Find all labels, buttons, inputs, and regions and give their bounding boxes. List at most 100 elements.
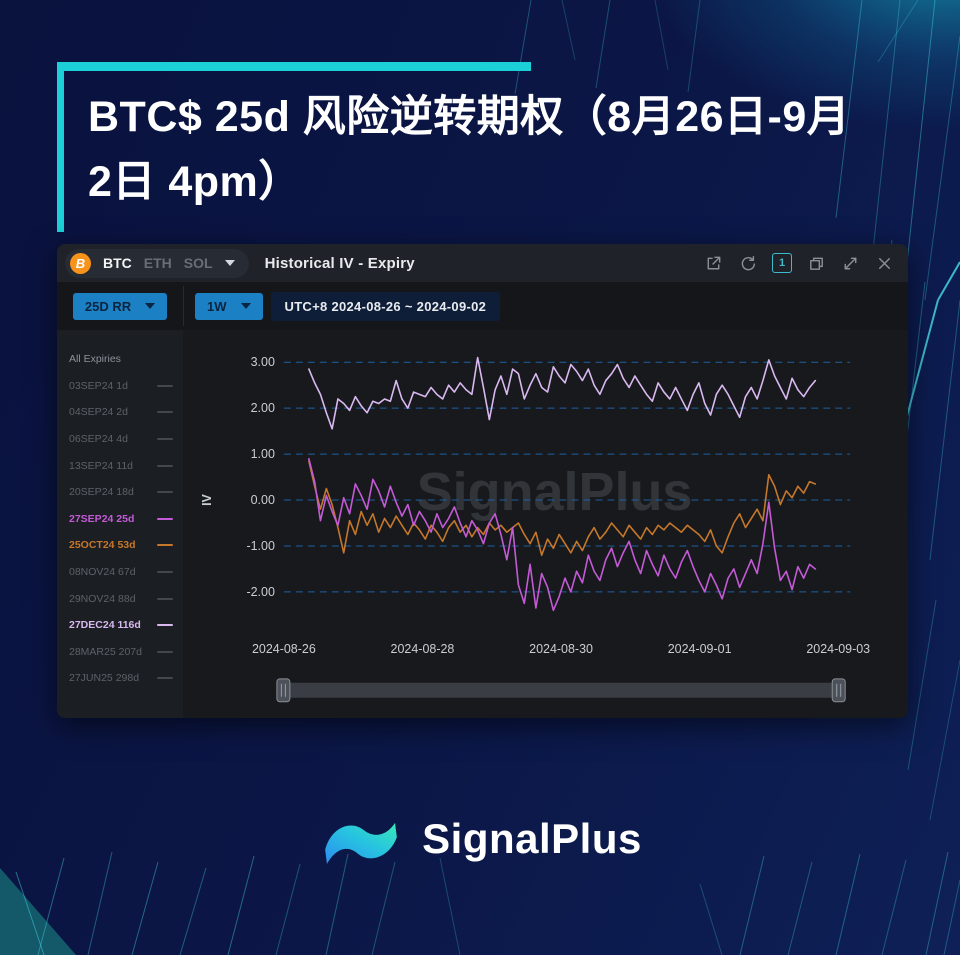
expiry-item-29nov24-88d[interactable]: 29NOV24 88d — [57, 585, 183, 612]
footer-brand-text: SignalPlus — [422, 815, 642, 862]
expiry-item-08nov24-67d[interactable]: 08NOV24 67d — [57, 559, 183, 586]
expiry-item-all-expiries[interactable]: All Expiries — [57, 346, 183, 373]
decor-line — [37, 857, 65, 955]
slider-handle-right[interactable] — [831, 678, 846, 703]
page-title-block: BTC$ 25d 风险逆转期权（8月26日-9月2日 4pm） — [57, 62, 873, 232]
expiry-series-dash — [156, 597, 173, 600]
share-icon[interactable] — [704, 254, 723, 273]
expiry-item-04sep24-2d[interactable]: 04SEP24 2d — [57, 399, 183, 426]
expiry-item-06sep24-4d[interactable]: 06SEP24 4d — [57, 426, 183, 453]
expiry-item-20sep24-18d[interactable]: 20SEP24 18d — [57, 479, 183, 506]
series-line-25oct24-53d — [307, 460, 817, 556]
expiry-item-27jun25-298d[interactable]: 27JUN25 298d — [57, 665, 183, 692]
decor-line — [439, 857, 461, 955]
decor-line — [835, 853, 861, 955]
duplicate-icon[interactable] — [807, 254, 826, 273]
decor-line — [275, 863, 301, 955]
expiry-series-dash — [156, 677, 173, 680]
decor-line — [325, 853, 349, 955]
chevron-down-icon — [240, 303, 251, 309]
x-tick-label: 2024-08-26 — [252, 642, 316, 656]
widget-title: Historical IV - Expiry — [264, 254, 415, 272]
decor-line — [371, 861, 396, 955]
decor-line — [227, 855, 255, 955]
expiry-label: 27SEP24 25d — [69, 512, 135, 525]
expiry-label: 03SEP24 1d — [69, 379, 128, 392]
decor-line — [929, 299, 960, 561]
metric-label: 25D RR — [84, 298, 132, 314]
decor-line — [907, 599, 937, 771]
expiry-item-03sep24-1d[interactable]: 03SEP24 1d — [57, 373, 183, 400]
expiry-series-dash — [156, 650, 173, 653]
decor-line — [937, 261, 960, 301]
range-slider-track[interactable] — [283, 682, 839, 698]
expiry-label: 20SEP24 18d — [69, 486, 134, 499]
decor-line — [179, 867, 207, 955]
decor-line — [699, 883, 723, 955]
y-tick-label: 0.00 — [250, 493, 274, 507]
expiry-sidebar: All Expiries 03SEP24 1d 04SEP24 2d 06SEP24 … — [57, 330, 183, 718]
asset-tab-eth[interactable]: ETH — [143, 255, 172, 271]
asset-tab-btc[interactable]: BTC — [103, 255, 132, 271]
page-title: BTC$ 25d 风险逆转期权（8月26日-9月2日 4pm） — [57, 71, 873, 232]
metric-dropdown[interactable]: 25D RR — [72, 292, 168, 320]
refresh-icon[interactable] — [738, 254, 757, 273]
signalplus-logo-icon — [325, 822, 397, 865]
iv-chart: SignalPlus 3.00 2.00 1.00 0.00 -1.00 -2.00 IV 20… — [200, 355, 870, 703]
decor-line — [595, 0, 611, 89]
expiry-item-28mar25-207d[interactable]: 28MAR25 207d — [57, 639, 183, 666]
toolbar-divider — [183, 286, 184, 326]
expiry-series-dash — [156, 491, 173, 494]
expiry-series-dash — [156, 517, 173, 520]
chart-widget: B BTC ETH SOL Historical IV - Expiry 1 — [57, 244, 908, 718]
slider-handle-left[interactable] — [276, 678, 291, 703]
expiry-series-dash — [156, 411, 173, 414]
period-label: 1W — [207, 298, 227, 314]
close-icon[interactable] — [875, 254, 894, 273]
period-dropdown[interactable]: 1W — [195, 292, 263, 320]
chevron-down-icon — [224, 260, 235, 266]
expiry-label: 25OCT24 53d — [69, 539, 136, 552]
expiry-label: 27JUN25 298d — [69, 672, 140, 685]
expiry-series-dash — [156, 571, 173, 574]
corner-triangle — [0, 868, 76, 955]
x-tick-label: 2024-09-01 — [668, 642, 732, 656]
x-tick-label: 2024-08-28 — [390, 642, 454, 656]
decor-line — [835, 0, 863, 219]
y-tick-label: 2.00 — [250, 401, 274, 415]
decor-line — [131, 861, 159, 955]
decor-line — [877, 0, 919, 63]
decor-line — [687, 0, 701, 93]
expiry-item-27dec24-116d[interactable]: 27DEC24 116d — [57, 612, 183, 639]
decor-line — [924, 35, 960, 301]
y-axis-label: IV — [200, 493, 214, 505]
expiry-label: 13SEP24 11d — [69, 459, 134, 472]
date-range-display[interactable]: UTC+8 2024-08-26 ~ 2024-09-02 — [270, 291, 501, 321]
decor-line — [871, 0, 901, 261]
chevron-down-icon — [145, 303, 156, 309]
expiry-item-13sep24-11d[interactable]: 13SEP24 11d — [57, 452, 183, 479]
expiry-label: All Expiries — [69, 353, 121, 366]
asset-tab-sol[interactable]: SOL — [183, 255, 213, 271]
expiry-series-dash — [156, 624, 173, 627]
expiry-label: 28MAR25 207d — [69, 645, 142, 658]
expiry-series-dash — [156, 438, 173, 441]
watermark: SignalPlus — [417, 462, 693, 522]
decor-line — [561, 0, 576, 61]
asset-selector[interactable]: B BTC ETH SOL — [65, 248, 249, 278]
expiry-label: 08NOV24 67d — [69, 566, 136, 579]
expiry-label: 29NOV24 88d — [69, 592, 136, 605]
decor-line — [904, 0, 936, 283]
decor-line — [787, 861, 813, 955]
window-count-badge[interactable]: 1 — [772, 253, 792, 273]
expiry-series-dash — [156, 464, 173, 467]
series-line-27sep24-25d — [307, 457, 817, 612]
decor-line — [654, 0, 669, 71]
expiry-item-25oct24-53d[interactable]: 25OCT24 53d — [57, 532, 183, 559]
fullscreen-icon[interactable] — [841, 254, 860, 273]
decor-line — [87, 851, 113, 955]
widget-header: B BTC ETH SOL Historical IV - Expiry 1 — [57, 244, 908, 282]
decor-line — [929, 659, 960, 821]
expiry-item-27sep24-25d[interactable]: 27SEP24 25d — [57, 506, 183, 533]
